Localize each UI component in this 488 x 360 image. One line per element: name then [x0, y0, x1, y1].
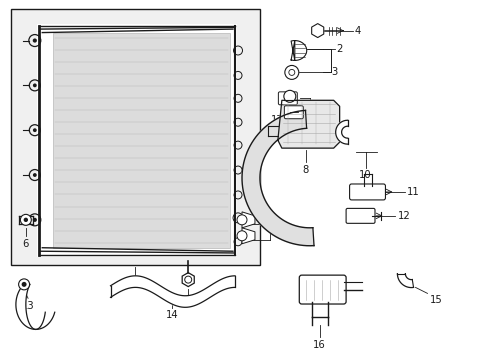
Circle shape [20, 214, 31, 225]
Text: 10: 10 [359, 170, 371, 180]
FancyBboxPatch shape [349, 184, 385, 200]
Polygon shape [242, 111, 313, 246]
Text: 8: 8 [302, 165, 308, 175]
Circle shape [33, 218, 37, 222]
Circle shape [23, 218, 28, 222]
Text: 1: 1 [132, 278, 138, 288]
Polygon shape [16, 284, 55, 329]
Text: 4: 4 [354, 26, 360, 36]
Circle shape [283, 90, 295, 102]
Bar [11, 9, 260, 265]
Bar [37, 24, 237, 257]
Circle shape [237, 215, 246, 225]
Text: 3: 3 [331, 67, 337, 77]
Polygon shape [290, 41, 306, 60]
Bar [53, 32, 229, 248]
Circle shape [237, 231, 246, 241]
FancyBboxPatch shape [278, 92, 297, 105]
Text: 7: 7 [271, 227, 278, 237]
Text: 11: 11 [407, 187, 419, 197]
Circle shape [288, 69, 294, 75]
Text: 12: 12 [397, 211, 409, 221]
Circle shape [21, 282, 26, 287]
Circle shape [285, 66, 298, 80]
Text: 9: 9 [323, 100, 329, 110]
Circle shape [33, 84, 37, 87]
Circle shape [19, 279, 29, 290]
Text: 15: 15 [428, 296, 441, 305]
Polygon shape [311, 24, 323, 37]
Circle shape [33, 39, 37, 42]
FancyBboxPatch shape [284, 106, 303, 119]
Polygon shape [335, 120, 347, 144]
FancyBboxPatch shape [346, 208, 374, 223]
Polygon shape [277, 100, 339, 148]
Polygon shape [182, 273, 194, 287]
Text: 13: 13 [22, 301, 34, 311]
Polygon shape [242, 228, 254, 244]
Polygon shape [397, 274, 413, 288]
Text: 14: 14 [165, 310, 178, 320]
FancyBboxPatch shape [299, 275, 346, 304]
Text: 17: 17 [270, 115, 283, 125]
Text: 5: 5 [184, 300, 191, 310]
Circle shape [33, 128, 37, 132]
Text: 6: 6 [22, 239, 29, 249]
Text: 16: 16 [313, 340, 325, 350]
Text: 2: 2 [336, 44, 342, 54]
Polygon shape [242, 212, 254, 228]
Circle shape [33, 173, 37, 177]
